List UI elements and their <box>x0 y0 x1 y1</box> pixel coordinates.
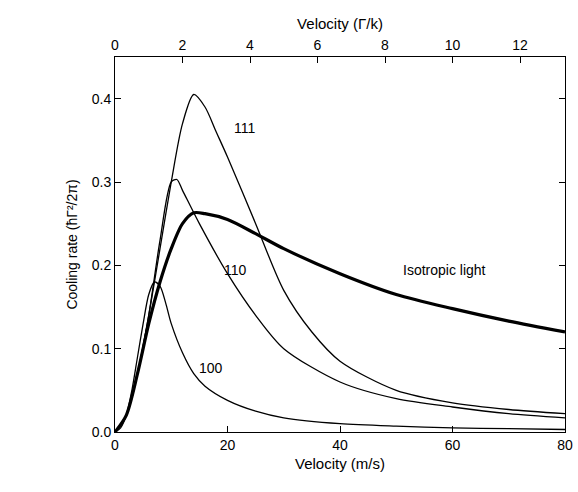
svg-text:0.3: 0.3 <box>92 174 112 190</box>
svg-text:0.2: 0.2 <box>92 257 112 273</box>
svg-text:2: 2 <box>179 37 187 53</box>
svg-text:10: 10 <box>445 37 461 53</box>
svg-text:0: 0 <box>111 437 119 453</box>
svg-text:0.0: 0.0 <box>92 424 112 440</box>
svg-text:40: 40 <box>332 437 348 453</box>
svg-text:0.4: 0.4 <box>92 91 112 107</box>
svg-text:Cooling rate (ħΓ²/2π): Cooling rate (ħΓ²/2π) <box>64 179 80 309</box>
svg-text:111: 111 <box>234 120 255 136</box>
svg-text:Velocity (m/s): Velocity (m/s) <box>295 455 385 472</box>
svg-text:80: 80 <box>557 437 573 453</box>
svg-text:Isotropic light: Isotropic light <box>403 262 486 278</box>
svg-text:12: 12 <box>512 37 528 53</box>
svg-text:6: 6 <box>314 37 322 53</box>
svg-text:8: 8 <box>381 37 389 53</box>
svg-text:110: 110 <box>224 262 247 278</box>
svg-text:0.1: 0.1 <box>92 341 112 357</box>
svg-text:100: 100 <box>199 360 223 376</box>
svg-text:Velocity (Γ/k): Velocity (Γ/k) <box>297 15 383 32</box>
svg-text:4: 4 <box>246 37 254 53</box>
svg-text:20: 20 <box>220 437 236 453</box>
svg-text:60: 60 <box>445 437 461 453</box>
svg-text:0: 0 <box>111 37 119 53</box>
